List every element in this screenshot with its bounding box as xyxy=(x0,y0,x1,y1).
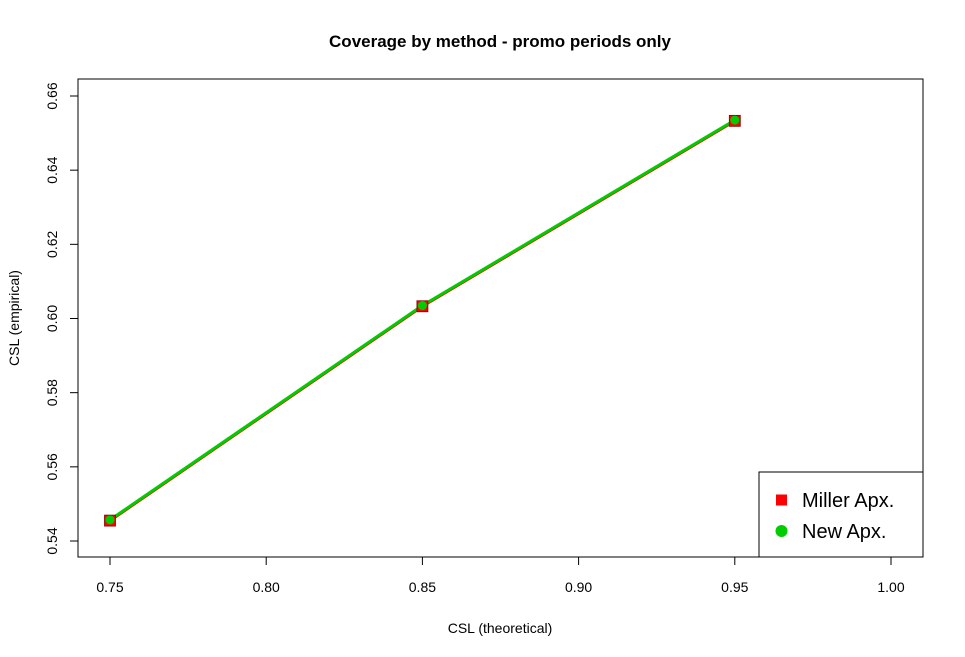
x-tick-label: 0.90 xyxy=(565,579,592,595)
series-line-miller-apx xyxy=(109,119,736,522)
y-tick-label: 0.58 xyxy=(44,379,60,406)
series-line-new-apx xyxy=(109,118,736,522)
y-tick-label: 0.54 xyxy=(44,527,60,554)
legend-label-miller-apx: Miller Apx. xyxy=(802,490,894,512)
chart-title: Coverage by method - promo periods only xyxy=(329,32,671,51)
data-point-new-apx xyxy=(417,301,427,311)
legend-label-new-apx: New Apx. xyxy=(802,521,886,543)
y-tick-label: 0.60 xyxy=(44,305,60,332)
y-tick-label: 0.56 xyxy=(44,453,60,480)
x-tick-label: 0.85 xyxy=(409,579,436,595)
y-tick-label: 0.64 xyxy=(44,156,60,183)
data-point-new-apx xyxy=(730,115,740,125)
y-axis-label: CSL (empirical) xyxy=(6,270,22,366)
x-tick-label: 0.95 xyxy=(721,579,748,595)
x-axis-label: CSL (theoretical) xyxy=(448,620,553,636)
y-tick-label: 0.66 xyxy=(44,82,60,109)
legend-marker-new-apx xyxy=(775,525,788,537)
legend-marker-miller-apx xyxy=(776,494,787,506)
legend: Miller Apx. New Apx. xyxy=(758,471,924,558)
legend-box xyxy=(758,471,924,558)
x-tick-label: 1.00 xyxy=(877,579,904,595)
y-axis: 0.54 0.56 0.58 0.60 0.62 0.64 0.66 xyxy=(44,82,79,555)
x-axis: 0.75 0.80 0.85 0.90 0.95 1.00 xyxy=(96,556,905,595)
x-tick-label: 0.75 xyxy=(96,579,123,595)
y-tick-label: 0.62 xyxy=(44,230,60,257)
x-tick-label: 0.80 xyxy=(253,579,280,595)
series-layer xyxy=(104,114,741,527)
data-point-new-apx xyxy=(105,515,115,525)
